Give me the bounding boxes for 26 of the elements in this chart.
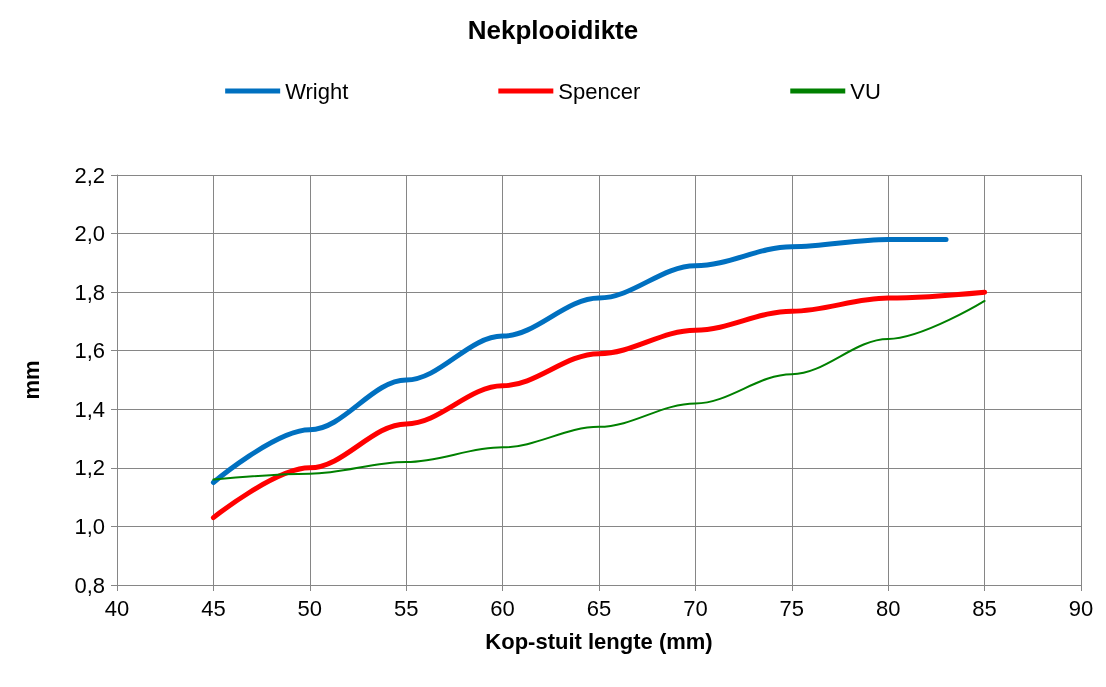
x-tick-label: 60: [490, 595, 515, 621]
y-tick-label: 2,0: [74, 221, 105, 247]
y-tick-label: 1,8: [74, 279, 105, 305]
x-tick-label: 50: [297, 595, 323, 621]
legend-label: VU: [850, 78, 881, 104]
x-axis-title: Kop-stuit lengte (mm): [485, 628, 713, 654]
y-tick-label: 1,4: [74, 396, 105, 422]
y-axis-title: mm: [18, 360, 44, 400]
x-tick-label: 75: [779, 595, 805, 621]
x-tick-label: 80: [875, 595, 901, 621]
legend-label: Spencer: [558, 78, 641, 104]
y-tick-label: 1,2: [74, 455, 105, 481]
x-tick-label: 90: [1068, 595, 1094, 621]
line-series: [212, 299, 986, 481]
x-tick-label: 55: [393, 595, 419, 621]
y-tick-label: 1,6: [74, 338, 105, 364]
x-tick-label: 70: [683, 595, 708, 621]
x-tick-label: 40: [104, 595, 130, 621]
x-tick-label: 65: [586, 595, 612, 621]
x-tick-label: 45: [201, 595, 226, 621]
chart-title: Nekplooidikte: [467, 15, 639, 45]
y-tick-label: 0,8: [74, 572, 105, 598]
x-tick-label: 85: [972, 595, 997, 621]
y-tick-label: 1,0: [74, 513, 105, 539]
legend-label: Wright: [285, 78, 349, 104]
y-tick-label: 2,2: [74, 162, 105, 188]
